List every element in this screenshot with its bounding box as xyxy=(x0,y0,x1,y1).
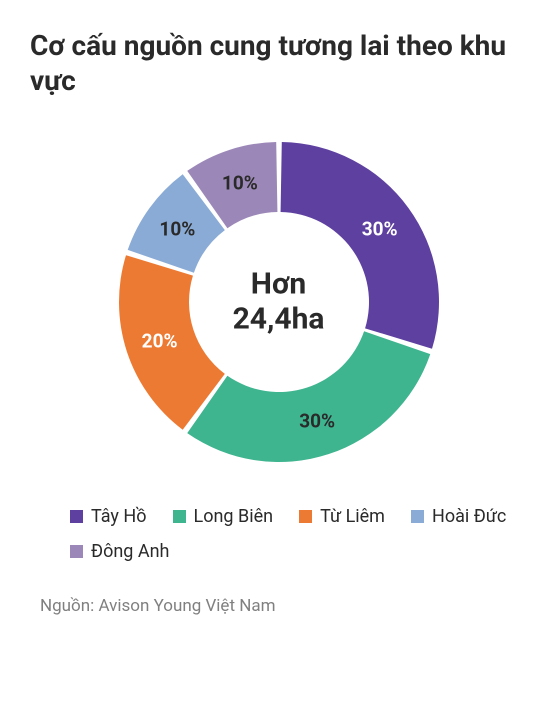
donut-slice xyxy=(187,331,430,462)
donut-slice-label: 10% xyxy=(159,217,195,240)
legend-swatch xyxy=(411,510,424,523)
center-line-1: Hơn xyxy=(209,268,349,303)
legend-swatch xyxy=(70,510,83,523)
donut-chart-container: Hơn 24,4ha 30% 30% 20% 10% 10% xyxy=(30,122,527,482)
legend-item: Từ Liêm xyxy=(299,506,385,527)
donut-slice-label: 20% xyxy=(142,329,178,352)
donut-chart: Hơn 24,4ha 30% 30% 20% 10% 10% xyxy=(99,122,459,482)
center-line-2: 24,4ha xyxy=(209,302,349,337)
donut-center-text: Hơn 24,4ha xyxy=(209,268,349,337)
donut-slice-label: 30% xyxy=(299,409,335,432)
legend-label: Long Biên xyxy=(194,506,274,527)
donut-slice-label: 10% xyxy=(222,172,258,195)
legend-swatch xyxy=(299,510,312,523)
chart-title: Cơ cấu nguồn cung tương lai theo khu vực xyxy=(30,28,527,98)
chart-legend: Tây Hồ Long Biên Từ Liêm Hoài Đức Đông Anh xyxy=(30,506,527,562)
legend-item: Đông Anh xyxy=(70,541,169,562)
legend-label: Hoài Đức xyxy=(432,506,506,527)
legend-item: Long Biên xyxy=(173,506,274,527)
legend-item: Hoài Đức xyxy=(411,506,506,527)
chart-source: Nguồn: Avison Young Việt Nam xyxy=(30,596,527,616)
legend-label: Từ Liêm xyxy=(320,506,385,527)
legend-item: Tây Hồ xyxy=(70,506,147,527)
legend-swatch xyxy=(173,510,186,523)
legend-swatch xyxy=(70,545,83,558)
donut-slice-label: 30% xyxy=(362,217,398,240)
legend-label: Tây Hồ xyxy=(91,506,147,527)
legend-label: Đông Anh xyxy=(91,541,169,562)
